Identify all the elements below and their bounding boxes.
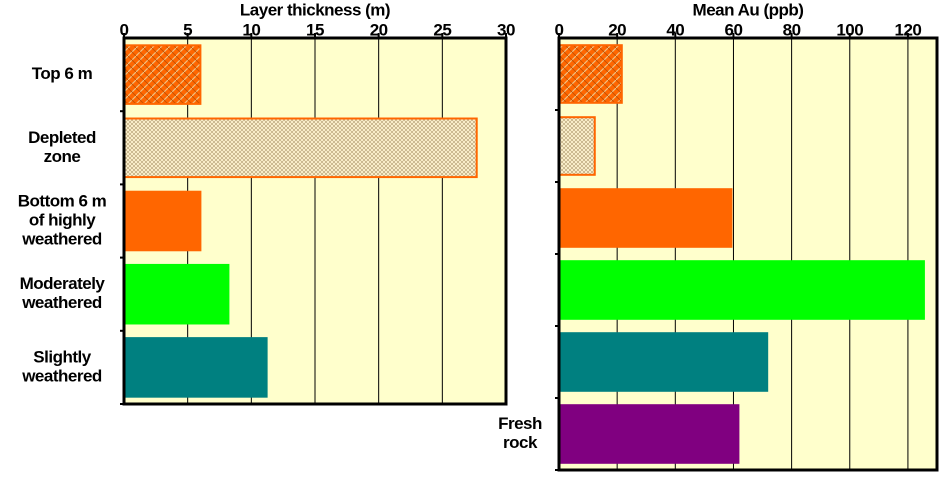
bar xyxy=(123,337,268,398)
bar xyxy=(123,44,202,105)
plot-frame xyxy=(122,36,508,406)
y-tick-label: Bottom 6 m xyxy=(18,191,107,210)
plot-area xyxy=(559,38,937,470)
x-tick-label: 15 xyxy=(306,20,324,39)
chart-title: Mean Au (ppb) xyxy=(693,0,804,19)
bar xyxy=(558,332,769,392)
bar xyxy=(558,116,596,176)
x-tick-label: 20 xyxy=(370,20,388,39)
x-tick-label: 0 xyxy=(120,20,129,39)
bar xyxy=(123,190,202,252)
bar xyxy=(123,263,230,325)
x-tick-label: 20 xyxy=(608,20,626,39)
y-tick-label: weathered xyxy=(21,293,102,312)
y-tick-label: of highly xyxy=(29,210,96,229)
y-tick-label: rock xyxy=(503,433,538,452)
plot-frame xyxy=(557,36,939,472)
x-tick-label: 40 xyxy=(666,20,684,39)
x-tick-label: 5 xyxy=(183,20,192,39)
x-tick-label: 30 xyxy=(497,20,515,39)
bar xyxy=(558,260,925,320)
y-tick-label: Fresh xyxy=(498,414,542,433)
x-tick-label: 0 xyxy=(555,20,564,39)
y-tick-label: Depleted xyxy=(28,128,96,147)
y-tick-label: zone xyxy=(44,147,81,166)
y-tick-label: Slightly xyxy=(33,347,91,366)
y-tick-label: weathered xyxy=(21,366,102,385)
x-tick-label: 80 xyxy=(783,20,801,39)
x-tick-label: 60 xyxy=(725,20,743,39)
x-tick-label: 100 xyxy=(836,20,863,39)
bar xyxy=(123,117,478,179)
y-tick-label: weathered xyxy=(21,229,102,248)
x-tick-label: 25 xyxy=(433,20,451,39)
y-tick-label: Moderately xyxy=(20,274,106,293)
chart-title: Layer thickness (m) xyxy=(240,0,390,19)
bar xyxy=(558,44,623,104)
bar xyxy=(558,188,733,248)
y-tick-label: Top 6 m xyxy=(32,64,93,83)
x-tick-label: 120 xyxy=(894,20,921,39)
bar xyxy=(558,404,740,464)
x-tick-label: 10 xyxy=(242,20,260,39)
